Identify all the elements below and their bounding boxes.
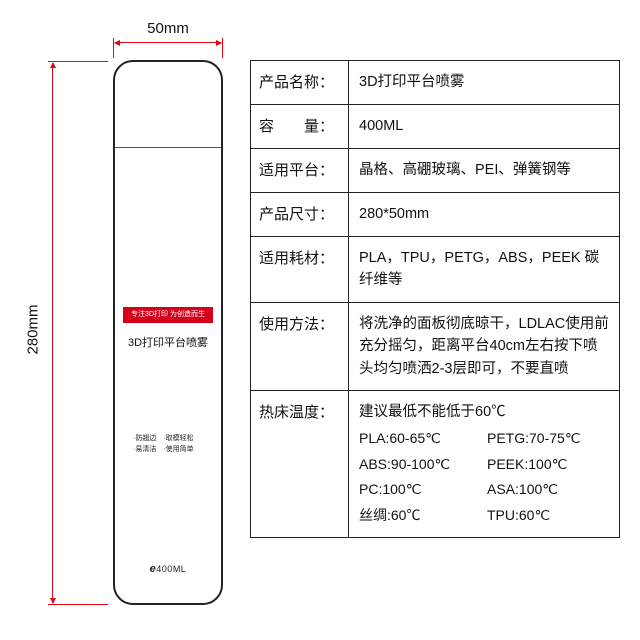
temp-grid: PLA:60-65℃ PETG:70-75℃ ABS:90-100℃ PEEK:…: [359, 428, 609, 527]
table-row: 使用方法： 将洗净的面板彻底晾干，LDLAC使用前充分摇匀，距离平台40cm左右…: [251, 303, 619, 391]
spec-key: 适用平台：: [251, 149, 349, 192]
table-row: 容 量： 400ML: [251, 105, 619, 149]
spec-key: 产品名称：: [251, 61, 349, 104]
volume-text: 400ML: [156, 564, 186, 574]
spec-value: PLA，TPU，PETG，ABS，PEEK 碳纤维等: [349, 237, 619, 302]
product-spec-figure: 50mm 280mm 专注3D打印 为创造而生 3D打印平台喷雾 ·防翘边 ·取…: [30, 20, 620, 620]
spec-value: 晶格、高硼玻璃、PEI、弹簧钢等: [349, 149, 619, 192]
product-bottle: 专注3D打印 为创造而生 3D打印平台喷雾 ·防翘边 ·取模轻松 ·易清洁 ·使…: [113, 60, 223, 605]
bottle-red-strip: 专注3D打印 为创造而生: [123, 307, 213, 323]
temp-cell: 丝绸:60℃: [359, 505, 481, 527]
spec-value: 将洗净的面板彻底晾干，LDLAC使用前充分摇匀，距离平台40cm左右按下喷头均匀…: [349, 303, 619, 390]
dim-tick: [48, 604, 108, 605]
dimension-width-label: 50mm: [110, 20, 226, 37]
dimension-height-label: 280mm: [25, 304, 42, 354]
table-row: 适用耗材： PLA，TPU，PETG，ABS，PEEK 碳纤维等: [251, 237, 619, 303]
dim-arrow-horizontal: [115, 42, 221, 43]
table-row: 适用平台： 晶格、高硼玻璃、PEI、弹簧钢等: [251, 149, 619, 193]
spec-value: 建议最低不能低于60℃ PLA:60-65℃ PETG:70-75℃ ABS:9…: [349, 391, 619, 536]
spec-key: 容 量：: [251, 105, 349, 148]
temp-cell: PC:100℃: [359, 479, 481, 501]
spec-value: 400ML: [349, 105, 619, 148]
dim-tick: [48, 61, 108, 62]
spec-key: 热床温度：: [251, 391, 349, 536]
bullet-line: ·易清洁 ·使用简单: [133, 446, 194, 453]
dimension-width: 50mm: [110, 20, 226, 48]
spec-key: 适用耗材：: [251, 237, 349, 302]
temp-cell: PLA:60-65℃: [359, 428, 481, 450]
temp-cell: PETG:70-75℃: [487, 428, 609, 450]
dimension-height: 280mm: [30, 58, 60, 608]
spec-value: 280*50mm: [349, 193, 619, 236]
temp-cell: ASA:100℃: [487, 479, 609, 501]
spec-table: 产品名称： 3D打印平台喷雾 容 量： 400ML 适用平台： 晶格、高硼玻璃、…: [250, 60, 620, 538]
table-row-temperature: 热床温度： 建议最低不能低于60℃ PLA:60-65℃ PETG:70-75℃…: [251, 391, 619, 536]
table-row: 产品名称： 3D打印平台喷雾: [251, 61, 619, 105]
bottle-cap-line: [115, 147, 221, 148]
dim-arrow-vertical: [52, 63, 53, 603]
bottle-title: 3D打印平台喷雾: [115, 334, 221, 350]
temp-cell: PEEK:100℃: [487, 454, 609, 476]
temp-cell: TPU:60℃: [487, 505, 609, 527]
temp-cell: ABS:90-100℃: [359, 454, 481, 476]
temp-advice: 建议最低不能低于60℃: [359, 401, 609, 423]
spec-value: 3D打印平台喷雾: [349, 61, 619, 104]
bullet-line: ·防翘边 ·取模轻松: [133, 435, 194, 442]
spec-key: 使用方法：: [251, 303, 349, 390]
table-row: 产品尺寸： 280*50mm: [251, 193, 619, 237]
spec-key: 产品尺寸：: [251, 193, 349, 236]
dim-tick: [222, 38, 223, 58]
bottle-volume: e400ML: [115, 563, 221, 575]
bottle-bullets: ·防翘边 ·取模轻松 ·易清洁 ·使用简单: [133, 434, 211, 455]
